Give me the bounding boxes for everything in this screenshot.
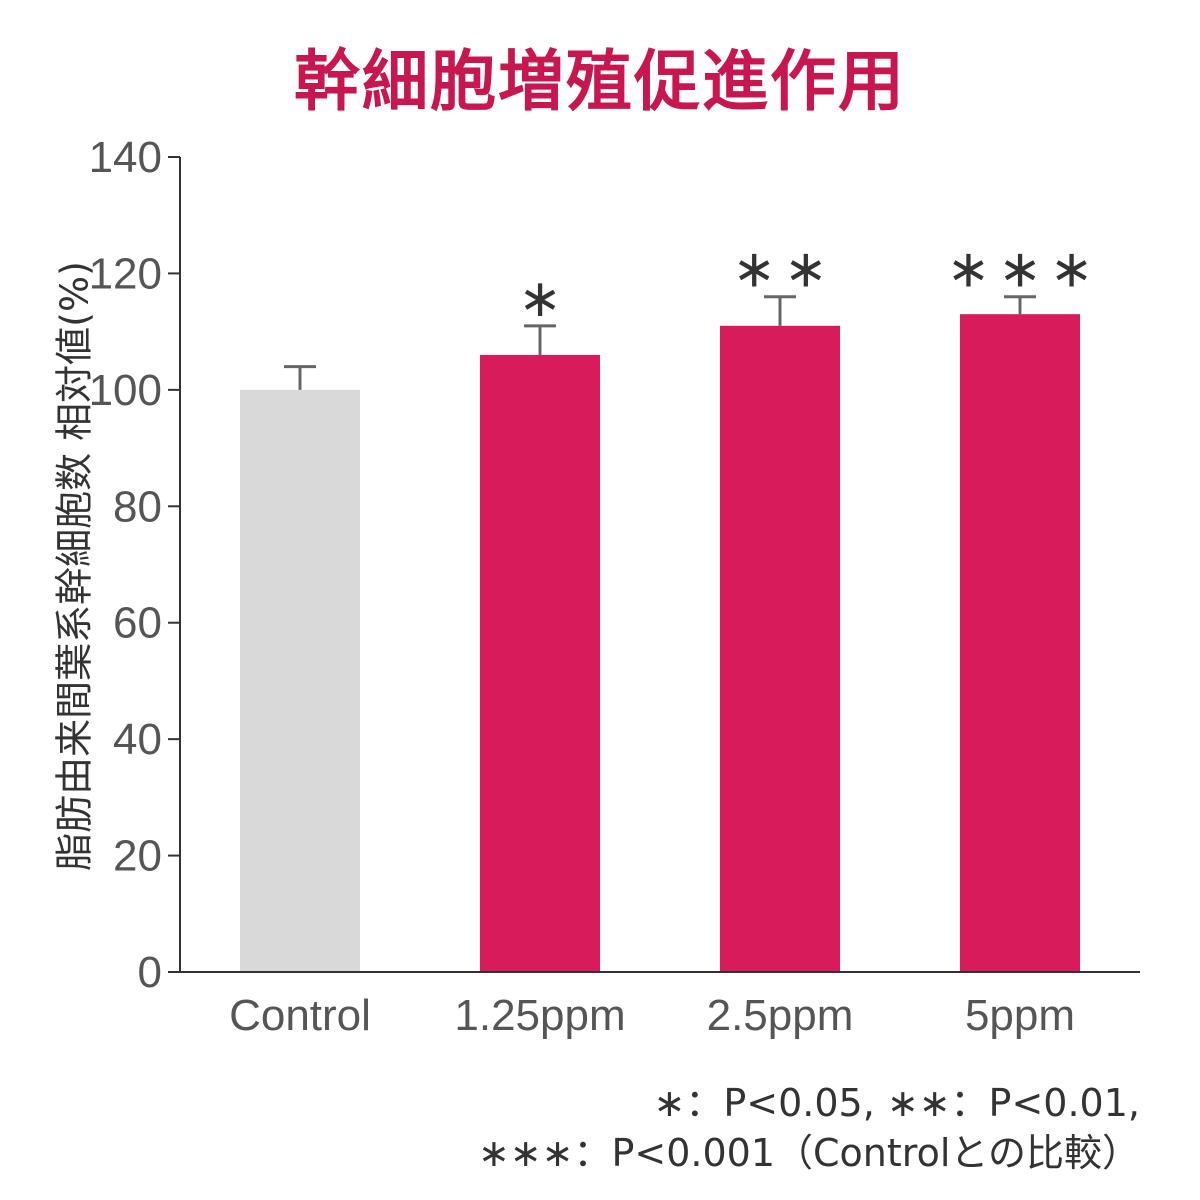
significance-mark: ∗∗∗ xyxy=(947,240,1102,300)
significance-mark: ∗∗ xyxy=(732,240,835,300)
y-axis-title: 脂肪由来間葉系幹細胞数 相対値(%) xyxy=(52,261,97,871)
y-ticks-layer: 0 20 40 60 80 100 120 140 xyxy=(89,133,180,997)
y-tick-label: 100 xyxy=(89,366,162,415)
category-labels-layer: Control 1.25ppm 2.5ppm 5ppm xyxy=(229,991,1075,1040)
footnote-line-1: ∗：P<0.05, ∗∗：P<0.01, xyxy=(653,1081,1141,1125)
axes-layer xyxy=(179,157,1140,973)
x-tick-label: 1.25ppm xyxy=(454,991,625,1040)
x-tick-label: 5ppm xyxy=(965,991,1075,1040)
x-tick-label: Control xyxy=(229,991,371,1040)
bar-control xyxy=(240,389,360,972)
significance-mark: ∗ xyxy=(518,269,570,329)
significance-layer: ∗ ∗∗ ∗∗∗ xyxy=(518,240,1102,329)
bar-2-5ppm xyxy=(720,325,840,973)
bar-1-25ppm xyxy=(480,354,600,972)
y-tick-label: 0 xyxy=(138,948,162,997)
y-tick-label: 60 xyxy=(113,599,162,648)
x-tick-label: 2.5ppm xyxy=(707,991,854,1040)
y-tick-label: 80 xyxy=(113,482,162,531)
y-tick-label: 20 xyxy=(113,832,162,881)
bar-5ppm xyxy=(960,314,1080,972)
error-bars-layer xyxy=(284,295,1036,390)
y-tick-label: 140 xyxy=(89,133,162,182)
bars-layer xyxy=(240,314,1080,973)
y-tick-label: 40 xyxy=(113,715,162,764)
footnote-line-2: ∗∗∗：P<0.001（Controlとの比較） xyxy=(477,1131,1140,1175)
chart-title: 幹細胞増殖促進作用 xyxy=(294,43,906,120)
y-tick-label: 120 xyxy=(89,249,162,298)
